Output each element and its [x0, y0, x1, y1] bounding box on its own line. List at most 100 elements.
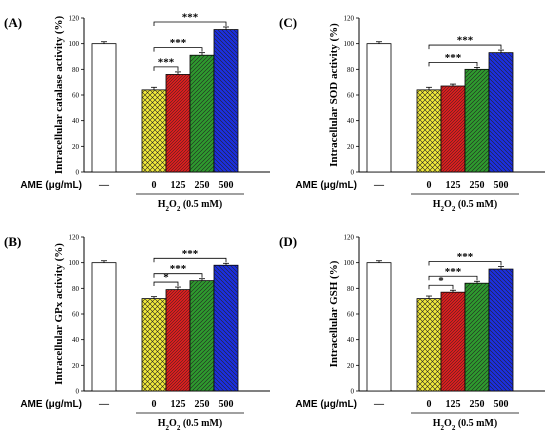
y-tick-label: 20 — [72, 362, 80, 370]
y-tick-label: 100 — [69, 259, 80, 267]
x-tick-label: — — [98, 399, 110, 410]
chart-panel-b: (B) 0 20 40 60 80 100 120 Intracellular GPx acti… — [4, 234, 270, 432]
significance-bracket — [428, 44, 502, 50]
significance-label: * — [163, 272, 169, 284]
x-tick-label: 250 — [195, 399, 210, 410]
significance-bracket — [153, 273, 203, 278]
bar-— — [366, 43, 392, 173]
panel-letter: (C) — [279, 15, 297, 30]
significance-label: *** — [457, 35, 474, 47]
significance-bracket — [428, 261, 502, 266]
bar-hatch — [142, 89, 166, 172]
significance-label: *** — [182, 248, 199, 260]
bar-hatch — [489, 269, 513, 391]
y-tick-label: 20 — [347, 143, 355, 151]
y-tick-label: 120 — [69, 234, 80, 242]
significance-bracket — [153, 21, 227, 26]
bar-hatch — [417, 298, 441, 391]
y-tick-label: 0 — [351, 169, 355, 177]
y-tick-label: 80 — [72, 66, 80, 74]
significance-label: *** — [445, 266, 462, 278]
group-label: AME (μg/mL) — [295, 399, 357, 410]
y-axis-label: Intracellular GSH (%) — [328, 260, 340, 367]
significance-bracket — [153, 66, 179, 71]
chart-panel-a: (A) 0 20 40 60 80 100 120 Intracellular catalase… — [4, 11, 270, 213]
chart-panel-c: (C) 0 20 40 60 80 100 120 Intracellular SOD acti… — [279, 15, 545, 213]
treatment-label: H2O2 (0.5 mM) — [158, 418, 223, 432]
y-tick-label: 120 — [69, 15, 80, 23]
y-tick-label: 100 — [344, 40, 355, 48]
y-tick-label: 0 — [76, 169, 80, 177]
bar-hatch — [214, 265, 238, 391]
y-tick-label: 80 — [347, 285, 355, 293]
bar-hatch — [214, 29, 238, 172]
panel-letter: (B) — [4, 234, 21, 249]
significance-label: *** — [170, 263, 187, 275]
panel-letter: (A) — [4, 15, 22, 30]
treatment-label: H2O2 (0.5 mM) — [433, 199, 498, 213]
significance-label: *** — [445, 52, 462, 64]
significance-label: *** — [182, 11, 199, 23]
x-tick-label: 250 — [195, 180, 210, 191]
y-tick-label: 40 — [72, 117, 80, 125]
x-tick-label: 125 — [171, 180, 186, 191]
y-tick-label: 100 — [69, 40, 80, 48]
x-tick-label: 250 — [470, 180, 485, 191]
significance-label: *** — [457, 251, 474, 263]
y-tick-label: 100 — [344, 259, 355, 267]
x-tick-label: 0 — [427, 399, 432, 410]
group-label: AME (μg/mL) — [20, 180, 82, 191]
x-tick-label: 0 — [427, 180, 432, 191]
bar-hatch — [142, 298, 166, 391]
y-axis-label: Intracellular GPx activity (%) — [53, 243, 65, 385]
significance-bracket — [428, 62, 478, 67]
y-tick-label: 0 — [76, 388, 80, 396]
treatment-label: H2O2 (0.5 mM) — [158, 199, 223, 213]
bar-hatch — [166, 289, 190, 391]
bar-hatch — [190, 55, 214, 172]
bar-hatch — [166, 74, 190, 172]
significance-label: * — [438, 275, 444, 287]
y-tick-label: 80 — [347, 66, 355, 74]
y-axis-label: Intracellular SOD activity (%) — [328, 23, 340, 167]
panel-letter: (D) — [279, 234, 297, 249]
x-tick-label: 0 — [152, 180, 157, 191]
x-tick-label: 125 — [446, 399, 461, 410]
x-tick-label: 500 — [494, 180, 509, 191]
y-tick-label: 80 — [72, 285, 80, 293]
bar-hatch — [441, 292, 465, 391]
x-tick-label: 500 — [219, 399, 234, 410]
y-tick-label: 60 — [72, 92, 80, 100]
x-tick-label: 125 — [446, 180, 461, 191]
group-label: AME (μg/mL) — [295, 180, 357, 191]
y-axis-label: Intracellular catalase activity (%) — [53, 15, 65, 174]
x-tick-label: 500 — [494, 399, 509, 410]
treatment-label: H2O2 (0.5 mM) — [433, 418, 498, 432]
bar-hatch — [465, 69, 489, 172]
x-tick-label: — — [98, 180, 110, 191]
significance-bracket — [428, 284, 454, 290]
y-tick-label: 60 — [347, 92, 355, 100]
x-tick-label: 500 — [219, 180, 234, 191]
y-tick-label: 120 — [344, 15, 355, 23]
bar-— — [91, 43, 117, 173]
bar-hatch — [417, 89, 441, 172]
bar-hatch — [190, 280, 214, 391]
y-tick-label: 40 — [347, 336, 355, 344]
bar-— — [91, 262, 117, 392]
x-tick-label: 250 — [470, 399, 485, 410]
y-tick-label: 40 — [347, 117, 355, 125]
significance-bracket — [428, 275, 478, 281]
bar-hatch — [465, 283, 489, 391]
y-tick-label: 20 — [72, 143, 80, 151]
significance-label: *** — [170, 37, 187, 49]
y-tick-label: 0 — [351, 388, 355, 396]
x-tick-label: — — [373, 399, 385, 410]
bar-hatch — [489, 52, 513, 172]
significance-bracket — [153, 281, 179, 287]
chart-panel-d: (D) 0 20 40 60 80 100 120 Intracellular GSH (%) *… — [279, 234, 545, 432]
y-tick-label: 60 — [72, 311, 80, 319]
x-tick-label: — — [373, 180, 385, 191]
y-tick-label: 60 — [347, 311, 355, 319]
